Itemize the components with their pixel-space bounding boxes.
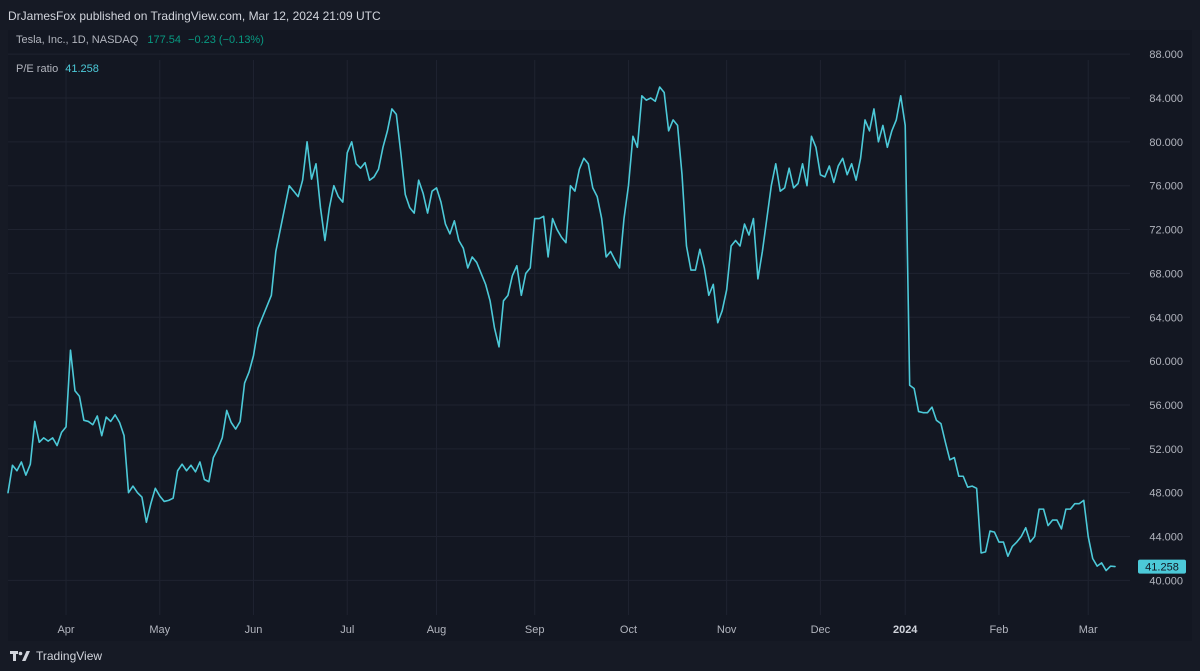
chart-panel[interactable] (8, 30, 1192, 641)
footer-bar: TradingView (0, 641, 1200, 671)
pe-ratio-line (7, 86, 1116, 572)
symbol-change: −0.23 (−0.13%) (188, 34, 264, 46)
symbol-price: 177.54 (147, 34, 181, 46)
x-tick-label: Jul (340, 624, 354, 636)
y-tick-label: 76.000 (1149, 181, 1183, 193)
y-tick-label: 40.000 (1149, 575, 1183, 587)
y-tick-label: 68.000 (1149, 268, 1183, 280)
y-tick-label: 72.000 (1149, 225, 1183, 237)
indicator-value: 41.258 (65, 63, 99, 75)
y-tick-label: 52.000 (1149, 444, 1183, 456)
y-tick-label: 64.000 (1149, 312, 1183, 324)
x-tick-label: Jun (245, 624, 263, 636)
last-value-badge-bg (1138, 559, 1186, 574)
x-tick-label: May (149, 624, 170, 636)
tradingview-logo-icon (10, 651, 30, 661)
x-tick-label: Aug (427, 624, 447, 636)
last-value-badge: 41.258 (1138, 559, 1186, 574)
x-tick-label: Oct (620, 624, 637, 636)
x-tick-label: Apr (57, 624, 74, 636)
publisher-header: DrJamesFox published on TradingView.com,… (0, 0, 1200, 30)
grid-lines (8, 53, 1130, 615)
x-tick-label: Mar (1079, 624, 1098, 636)
y-tick-label: 60.000 (1149, 356, 1183, 368)
symbol-name[interactable]: Tesla, Inc., 1D, NASDAQ (16, 34, 139, 46)
x-tick-label: Feb (989, 624, 1008, 636)
y-tick-label: 56.000 (1149, 400, 1183, 412)
x-tick-label: Nov (717, 624, 737, 636)
publisher-text: DrJamesFox published on TradingView.com,… (8, 9, 381, 23)
indicator-name[interactable]: P/E ratio (16, 63, 59, 75)
x-tick-label: Dec (811, 624, 831, 636)
indicator-legend[interactable]: P/E ratio 41.258 (16, 63, 99, 75)
x-tick-label: 2024 (893, 624, 918, 636)
x-tick-label: Sep (525, 624, 545, 636)
y-axis: 40.000 44.000 48.000 52.000 56.000 60.000 64.0… (1149, 49, 1183, 587)
tradingview-brand[interactable]: TradingView (10, 649, 102, 663)
symbol-legend[interactable]: Tesla, Inc., 1D, NASDAQ 177.54 −0.23 (−0… (16, 34, 264, 46)
y-tick-label: 80.000 (1149, 137, 1183, 149)
brand-name: TradingView (36, 649, 103, 663)
x-axis: Apr May Jun Jul Aug Sep Oct Nov Dec 2024 Feb Mar (57, 624, 1098, 636)
last-value-label: 41.258 (1145, 562, 1179, 574)
y-tick-label: 88.000 (1149, 49, 1183, 61)
y-tick-label: 44.000 (1149, 532, 1183, 544)
y-tick-label: 84.000 (1149, 93, 1183, 105)
y-tick-label: 48.000 (1149, 488, 1183, 500)
